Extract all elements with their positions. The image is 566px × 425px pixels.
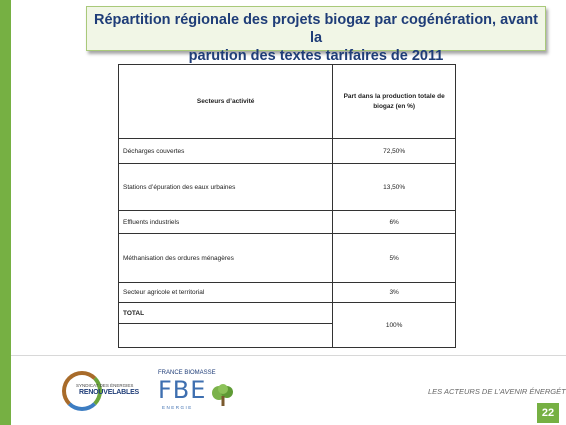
total-value: 100% bbox=[332, 302, 456, 348]
header-sector: Secteurs d’activité bbox=[117, 64, 334, 139]
header-share: Part dans la production totale de biogaz… bbox=[332, 64, 456, 139]
row-share: 6% bbox=[332, 210, 456, 234]
fbe-logo: FRANCE BIOMASSE FBE ENERGIE bbox=[158, 370, 238, 414]
table-header-row: Secteurs d’activité Part dans la product… bbox=[117, 64, 456, 139]
ser-logo-line-1: SYNDICAT DES ÉNERGIES bbox=[76, 383, 134, 388]
tree-icon bbox=[212, 384, 233, 406]
footer-divider bbox=[11, 355, 566, 356]
row-share: 72,50% bbox=[332, 138, 456, 164]
page-number-badge: 22 bbox=[537, 403, 559, 423]
ser-logo: SYNDICAT DES ÉNERGIES RENOUVELABLES bbox=[62, 370, 146, 414]
empty-cell bbox=[117, 323, 334, 348]
biogas-share-table: Secteurs d’activité Part dans la product… bbox=[117, 64, 456, 348]
table-row: Effluents industriels 6% bbox=[117, 210, 456, 234]
empty-row bbox=[117, 323, 456, 348]
slide-title-line-1: Répartition régionale des projets biogaz… bbox=[94, 12, 538, 46]
ser-ring-icon bbox=[62, 371, 102, 411]
row-sector: Secteur agricole et territorial bbox=[117, 282, 334, 303]
table-row: Méthanisation des ordures ménagères 5% bbox=[117, 233, 456, 283]
footer-tagline: LES ACTEURS DE L’AVENIR ÉNERGÉTIQUE bbox=[428, 387, 566, 396]
row-share: 5% bbox=[332, 233, 456, 283]
fbe-logo-sub: ENERGIE bbox=[162, 405, 193, 410]
left-accent-bar bbox=[0, 0, 11, 425]
ser-logo-line-2: RENOUVELABLES bbox=[79, 389, 140, 396]
slide-title: Répartition régionale des projets biogaz… bbox=[86, 6, 546, 64]
total-label: TOTAL bbox=[117, 302, 334, 324]
row-sector: Effluents industriels bbox=[117, 210, 334, 234]
table-row: Stations d’épuration des eaux urbaines 1… bbox=[117, 163, 456, 211]
fbe-logo-top: FRANCE BIOMASSE bbox=[158, 370, 216, 376]
row-sector: Décharges couvertes bbox=[117, 138, 334, 164]
table-row: Décharges couvertes 72,50% bbox=[117, 138, 456, 164]
row-share: 3% bbox=[332, 282, 456, 303]
table-row: Secteur agricole et territorial 3% bbox=[117, 282, 456, 303]
total-row: TOTAL 100% bbox=[117, 302, 456, 348]
row-sector: Stations d’épuration des eaux urbaines bbox=[117, 163, 334, 211]
row-sector: Méthanisation des ordures ménagères bbox=[117, 233, 334, 283]
row-share: 13,50% bbox=[332, 163, 456, 211]
fbe-logo-letters: FBE bbox=[158, 376, 207, 404]
slide-title-line-2: parution des textes tarifaires de 2011 bbox=[188, 48, 444, 64]
